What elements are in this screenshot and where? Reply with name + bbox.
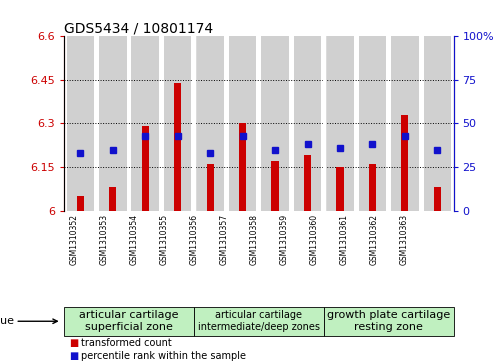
Text: GSM1310359: GSM1310359 <box>280 214 289 265</box>
Bar <box>423 36 451 211</box>
Text: ■: ■ <box>69 351 78 361</box>
Text: GSM1310353: GSM1310353 <box>100 214 109 265</box>
Text: percentile rank within the sample: percentile rank within the sample <box>81 351 246 361</box>
Text: GSM1310352: GSM1310352 <box>70 214 79 265</box>
Text: articular cartilage
superficial zone: articular cartilage superficial zone <box>79 310 179 332</box>
Bar <box>326 36 354 211</box>
Text: GSM1310362: GSM1310362 <box>370 214 379 265</box>
Text: GSM1310355: GSM1310355 <box>160 214 169 265</box>
Text: GSM1310356: GSM1310356 <box>190 214 199 265</box>
Bar <box>336 167 344 211</box>
Text: tissue: tissue <box>0 316 15 326</box>
Text: GSM1310354: GSM1310354 <box>130 214 139 265</box>
Bar <box>67 36 94 211</box>
Text: GSM1310361: GSM1310361 <box>340 214 349 265</box>
Bar <box>174 83 181 211</box>
Bar <box>164 36 191 211</box>
Bar <box>239 123 246 211</box>
Text: GSM1310363: GSM1310363 <box>400 214 409 265</box>
Bar <box>304 155 311 211</box>
Bar <box>294 36 321 211</box>
Bar <box>132 36 159 211</box>
Text: transformed count: transformed count <box>81 338 172 348</box>
Bar <box>99 36 127 211</box>
Text: growth plate cartilage
resting zone: growth plate cartilage resting zone <box>327 310 450 332</box>
Bar <box>391 36 419 211</box>
Bar <box>261 36 289 211</box>
Bar <box>401 115 408 211</box>
Bar <box>358 36 386 211</box>
Text: GSM1310358: GSM1310358 <box>250 214 259 265</box>
Text: GDS5434 / 10801174: GDS5434 / 10801174 <box>64 21 213 35</box>
Bar <box>77 196 84 211</box>
Bar <box>369 164 376 211</box>
Bar <box>109 187 116 211</box>
Bar <box>141 126 149 211</box>
Text: ■: ■ <box>69 338 78 348</box>
Bar <box>272 161 279 211</box>
Text: GSM1310357: GSM1310357 <box>220 214 229 265</box>
Text: articular cartilage
intermediate/deep zones: articular cartilage intermediate/deep zo… <box>198 310 320 332</box>
Bar <box>229 36 256 211</box>
Bar <box>196 36 224 211</box>
Text: GSM1310360: GSM1310360 <box>310 214 319 265</box>
Bar <box>207 164 213 211</box>
Bar <box>434 187 441 211</box>
